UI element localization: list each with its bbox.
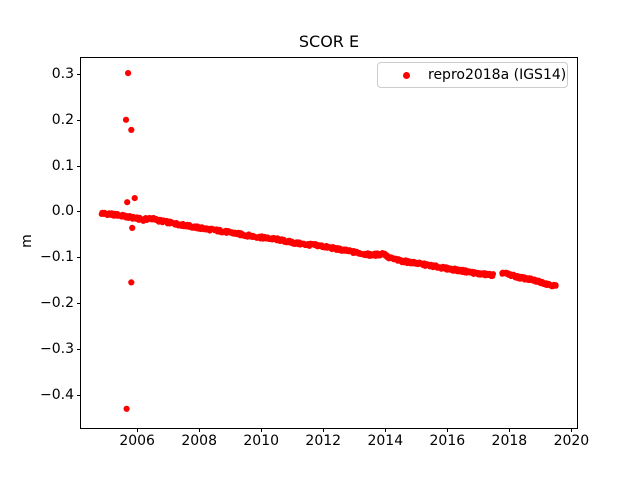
x-tick-label: 2006 [119, 433, 155, 449]
chart-title: SCOR E [298, 32, 360, 51]
x-tick-label: 2018 [491, 433, 528, 449]
x-tick-label: 2016 [429, 433, 466, 449]
outlier-point [128, 126, 135, 133]
x-tick-label: 2012 [305, 433, 342, 449]
y-tick-label: −0.4 [40, 386, 74, 403]
y-tick-label: −0.2 [40, 294, 74, 311]
y-tick-label: 0.1 [51, 157, 74, 174]
x-tick-label: 2020 [553, 433, 590, 449]
legend-handle [392, 71, 420, 79]
x-tick-label: 2010 [243, 433, 280, 449]
axes-frame [80, 57, 578, 429]
outlier-point [122, 116, 130, 123]
y-tick-label: 0.0 [51, 203, 74, 220]
y-tick-label: −0.3 [40, 340, 74, 357]
data-point [490, 271, 497, 277]
y-tick-label: 0.2 [51, 111, 74, 128]
legend: repro2018a (IGS14) [377, 62, 568, 88]
legend-label: repro2018a (IGS14) [428, 67, 567, 83]
y-tick-label: 0.3 [51, 66, 74, 83]
outlier-point [124, 199, 131, 206]
legend-marker-icon [402, 71, 410, 79]
x-tick-label: 2014 [367, 433, 404, 449]
outlier-point [128, 279, 135, 286]
x-tick-label: 2008 [181, 433, 217, 449]
outlier-point [125, 70, 132, 77]
data-point [553, 283, 559, 289]
y-tick-label: −0.1 [40, 249, 74, 266]
outlier-point [131, 195, 138, 202]
outlier-point [129, 224, 136, 231]
outlier-point [123, 405, 130, 412]
